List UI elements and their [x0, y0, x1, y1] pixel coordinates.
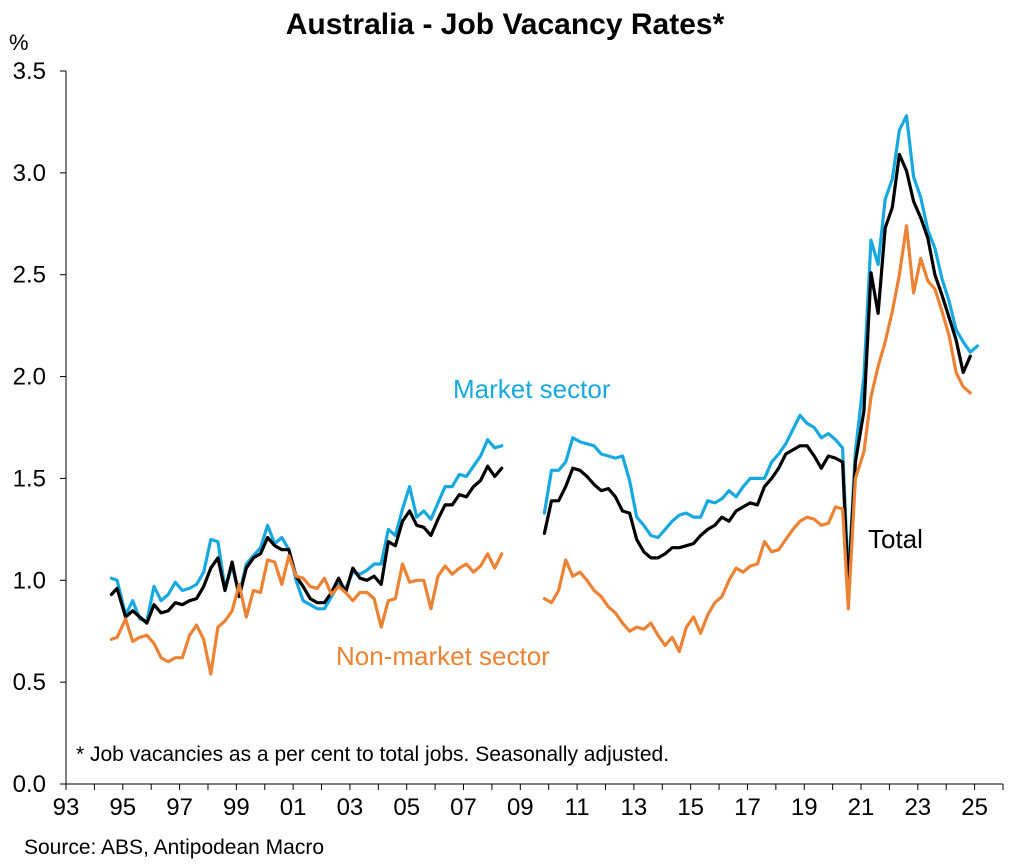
series-line-segment [109, 464, 504, 625]
y-tick-label: 2.0 [13, 364, 46, 391]
x-tick-label: 13 [621, 794, 648, 821]
series-0 [109, 114, 979, 623]
x-tick-label: 03 [337, 794, 364, 821]
x-tick-label: 17 [734, 794, 761, 821]
x-tick-label: 25 [961, 794, 988, 821]
series-1 [109, 152, 972, 625]
x-tick-label: 07 [450, 794, 477, 821]
chart-title: Australia - Job Vacancy Rates* [285, 8, 725, 41]
x-tick-label: 11 [565, 794, 590, 821]
axes: 0.0 0.5 1.0 1.5 2.0 2.5 3.0 3.5 93 95 97 99 01 03 05 07… [13, 58, 1004, 821]
chart-source: Source: ABS, Antipodean Macro [24, 836, 325, 859]
y-axis-unit: % [9, 30, 29, 55]
total-label: Total [868, 524, 923, 554]
series-line-segment [542, 114, 979, 582]
y-tick-label: 3.0 [13, 160, 46, 187]
chart-footnote: * Job vacancies as a per cent to total j… [76, 743, 670, 766]
x-tick-label: 05 [393, 794, 420, 821]
series-line-segment [109, 438, 504, 623]
series-2 [109, 224, 972, 676]
series-line-segment [109, 552, 504, 676]
x-tick-label: 97 [166, 794, 193, 821]
y-tick-label: 1.0 [13, 567, 46, 594]
x-tick-label: 15 [677, 794, 704, 821]
y-tick-label: 0.0 [13, 771, 46, 798]
non-market-sector-label: Non-market sector [336, 641, 550, 671]
market-sector-label: Market sector [453, 374, 611, 404]
x-tick-label: 93 [53, 794, 80, 821]
y-tick-label: 0.5 [13, 669, 46, 696]
x-tick-label: 01 [280, 794, 307, 821]
x-tick-label: 09 [507, 794, 534, 821]
y-tick-label: 1.5 [13, 465, 46, 492]
x-tick-label: 23 [904, 794, 931, 821]
series-line-segment [542, 152, 972, 590]
y-tick-label: 2.5 [13, 262, 46, 289]
x-tick-label: 21 [848, 794, 875, 821]
y-tick-label: 3.5 [13, 58, 46, 85]
x-tick-label: 19 [791, 794, 818, 821]
series-line-segment [542, 224, 972, 654]
series-lines [109, 114, 979, 676]
x-tick-label: 99 [223, 794, 250, 821]
x-tick-label: 95 [109, 794, 136, 821]
